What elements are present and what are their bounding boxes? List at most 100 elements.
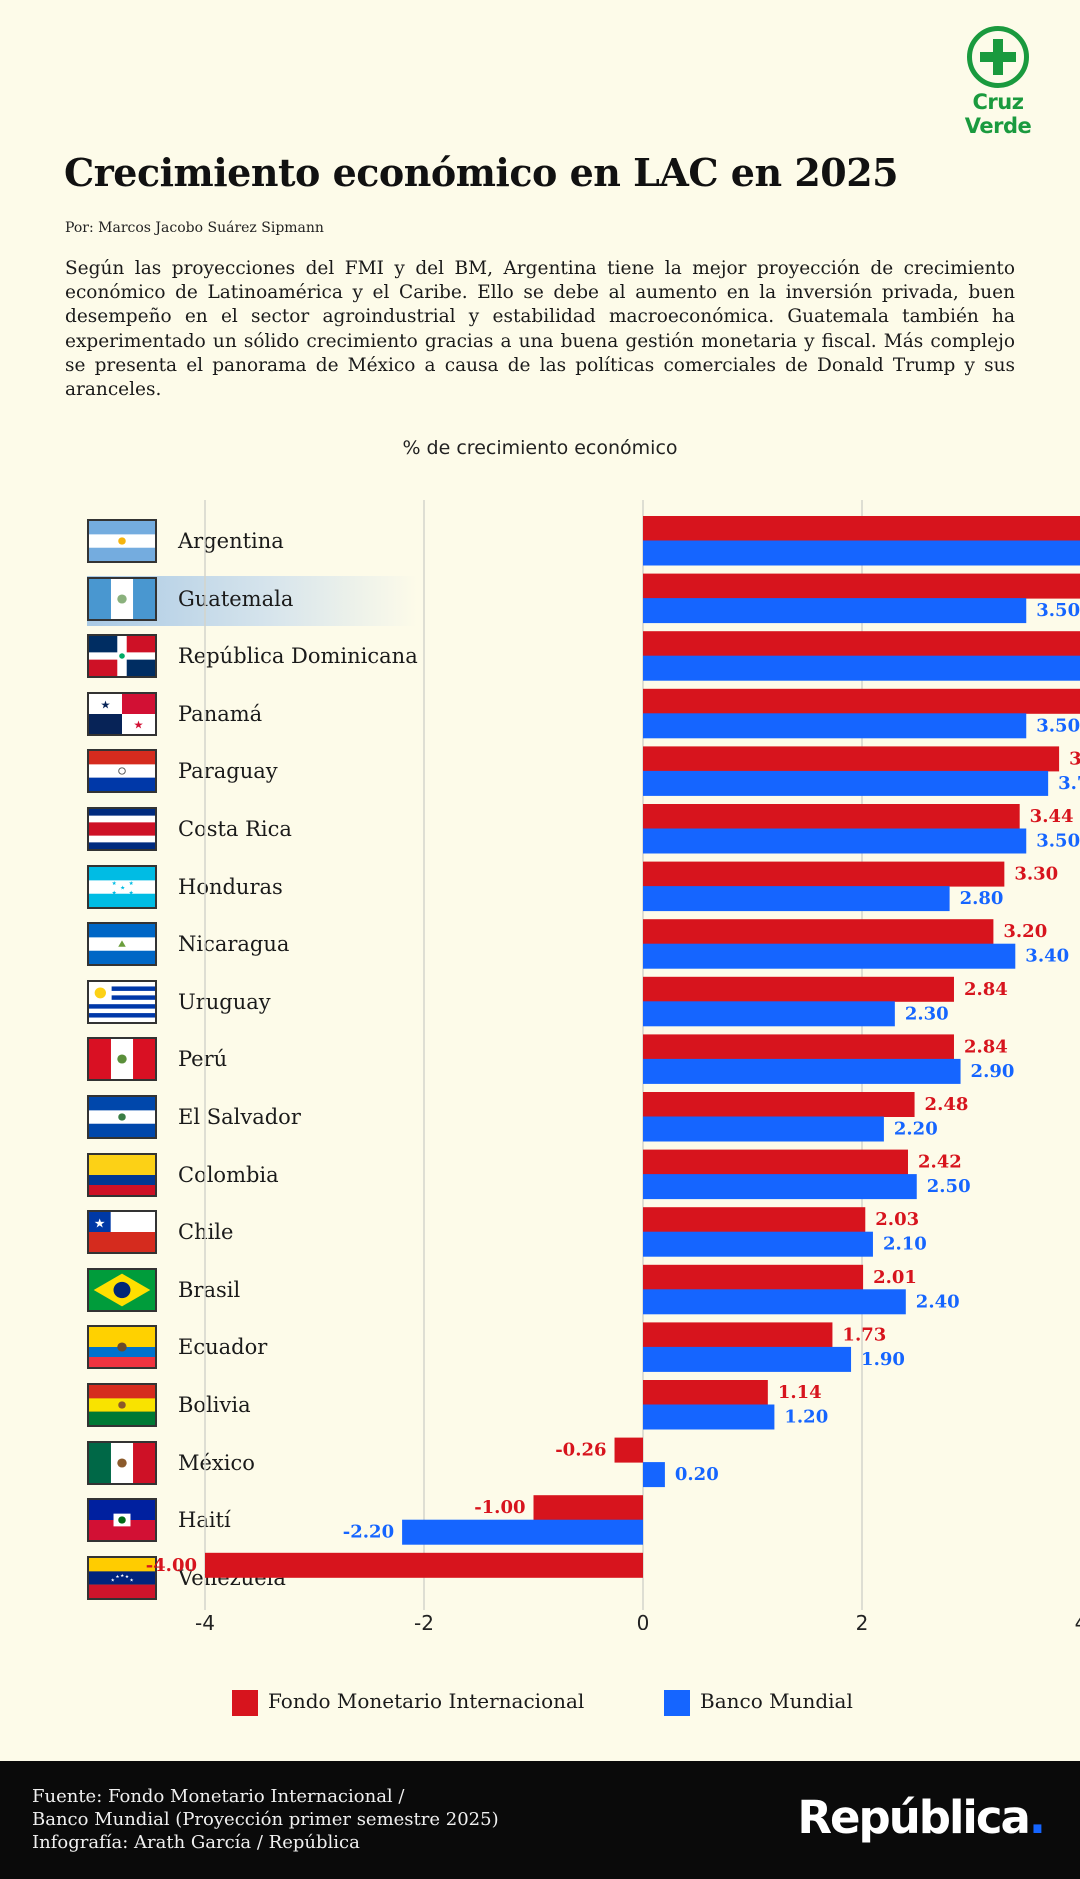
- svg-text:★: ★: [120, 884, 125, 891]
- country-row: Guatemala: [0, 574, 500, 624]
- flag-icon: [87, 1440, 157, 1485]
- flag-icon: ★ ★: [87, 691, 157, 736]
- flag-icon: [87, 922, 157, 967]
- bar-bm: [643, 1058, 961, 1084]
- country-row: Haití: [0, 1495, 500, 1545]
- flag-icon: [87, 749, 157, 794]
- bar-fmi: [643, 573, 1080, 599]
- bar-bm: [643, 828, 1027, 854]
- flag-icon: [87, 576, 157, 621]
- value-label-bm: 2.20: [894, 1119, 938, 1140]
- svg-text:★: ★: [125, 1574, 130, 1580]
- svg-text:★: ★: [120, 1573, 125, 1579]
- svg-text:★: ★: [115, 1574, 120, 1580]
- country-row: Bolivia: [0, 1380, 500, 1430]
- country-label: Panamá: [178, 701, 263, 726]
- bar-bm: [643, 540, 1080, 566]
- bar-bm: [643, 943, 1016, 969]
- value-label-fmi: 1.14: [778, 1382, 822, 1403]
- x-tick-label: -2: [414, 1611, 434, 1630]
- value-label-bm: 3.50: [1036, 831, 1080, 852]
- country-row: México: [0, 1438, 500, 1488]
- bar-bm: [402, 1519, 643, 1545]
- flag-icon: [87, 979, 157, 1024]
- value-label-fmi: -0.26: [555, 1440, 606, 1461]
- flag-icon: [87, 634, 157, 679]
- bar-fmi: [643, 1322, 833, 1348]
- value-label-bm: 2.30: [905, 1003, 949, 1024]
- x-tick-label: 0: [637, 1611, 650, 1630]
- country-label: Paraguay: [178, 759, 278, 784]
- country-label: El Salvador: [178, 1105, 301, 1129]
- bar-bm: [643, 1174, 917, 1200]
- flag-icon: [87, 1325, 157, 1370]
- country-row: Brasil: [0, 1265, 500, 1315]
- bar-bm: [643, 713, 1027, 739]
- bar-fmi: [533, 1495, 643, 1521]
- country-label: Argentina: [178, 529, 284, 553]
- country-row: República Dominicana: [0, 631, 500, 681]
- credit-line: Infografía: Arath García / República: [32, 1832, 360, 1853]
- flag-icon: ★ ★ ★ ★ ★: [87, 864, 157, 909]
- country-row: ★ ★ ★ ★ ★ Honduras: [0, 862, 500, 912]
- value-label-bm: 1.90: [861, 1349, 905, 1370]
- bar-fmi: [643, 919, 994, 945]
- bar-bm: [643, 1404, 775, 1430]
- bar-bm: [643, 1462, 665, 1488]
- value-label-bm: 3.40: [1025, 946, 1069, 967]
- x-tick-label: 2: [856, 1611, 869, 1630]
- country-label: Honduras: [178, 874, 283, 899]
- country-label: Brasil: [178, 1277, 241, 1302]
- x-tick-label: 4: [1075, 1611, 1080, 1630]
- bar-bm: [643, 770, 1049, 796]
- value-label-fmi: 3.30: [1014, 864, 1058, 885]
- bar-fmi: [643, 804, 1020, 829]
- cruz-verde-logo: Cruz Verde: [936, 26, 1060, 138]
- author-byline: Por: Marcos Jacobo Suárez Sipmann: [65, 220, 324, 236]
- source-line-2: Banco Mundial (Proyección primer semestr…: [32, 1809, 499, 1830]
- flag-icon: [87, 1383, 157, 1427]
- bar-bm: [643, 1001, 895, 1027]
- flag-icon: [87, 807, 157, 851]
- value-label-bm: 2.80: [960, 888, 1004, 909]
- footer: Fuente: Fondo Monetario Internacional / …: [0, 1761, 1080, 1879]
- country-row: Uruguay: [0, 977, 500, 1027]
- country-label: México: [178, 1450, 255, 1475]
- flag-icon: [87, 1095, 157, 1139]
- legend-swatch-fmi: [232, 1690, 258, 1716]
- x-tick-label: -4: [195, 1611, 215, 1630]
- value-label-fmi: -1.00: [474, 1497, 525, 1518]
- republica-logo-text: República: [797, 1791, 1031, 1844]
- bar-bm: [643, 1289, 906, 1315]
- value-label-bm: 3.70: [1058, 773, 1080, 794]
- country-row: ★ ★ Panamá: [0, 689, 500, 739]
- bar-bm: [643, 886, 950, 912]
- value-label-fmi: 3.20: [1003, 921, 1047, 942]
- intro-paragraph: Según las proyecciones del FMI y del BM,…: [65, 258, 1015, 401]
- flag-icon: [87, 1152, 157, 1197]
- svg-text:★: ★: [130, 1578, 135, 1584]
- flag-icon: [87, 1267, 157, 1312]
- cross-icon: [967, 26, 1029, 88]
- bar-fmi: [643, 1092, 915, 1117]
- bar-fmi: [205, 1552, 643, 1578]
- bar-bm: [643, 1346, 852, 1372]
- footer-source: Fuente: Fondo Monetario Internacional / …: [32, 1785, 499, 1854]
- flag-icon: [87, 1498, 157, 1543]
- svg-text:★: ★: [129, 880, 134, 887]
- value-label-bm: -2.20: [343, 1522, 394, 1543]
- value-label-bm: 2.10: [883, 1234, 927, 1255]
- value-label-bm: 2.40: [916, 1291, 960, 1312]
- bar-bm: [643, 1231, 873, 1257]
- country-row: Colombia: [0, 1150, 500, 1200]
- svg-text:★: ★: [94, 1217, 106, 1232]
- value-label-fmi: 2.48: [925, 1094, 969, 1115]
- legend: Fondo Monetario Internacional Banco Mund…: [0, 1688, 1080, 1718]
- bar-fmi: [643, 976, 954, 1002]
- bar-fmi: [643, 1207, 866, 1233]
- svg-text:★: ★: [129, 889, 134, 896]
- value-label-fmi: 3.80: [1069, 748, 1080, 769]
- flag-icon: ★ ★ ★ ★ ★: [87, 1555, 157, 1600]
- bar-fmi: [643, 746, 1060, 772]
- flag-icon: [87, 519, 157, 563]
